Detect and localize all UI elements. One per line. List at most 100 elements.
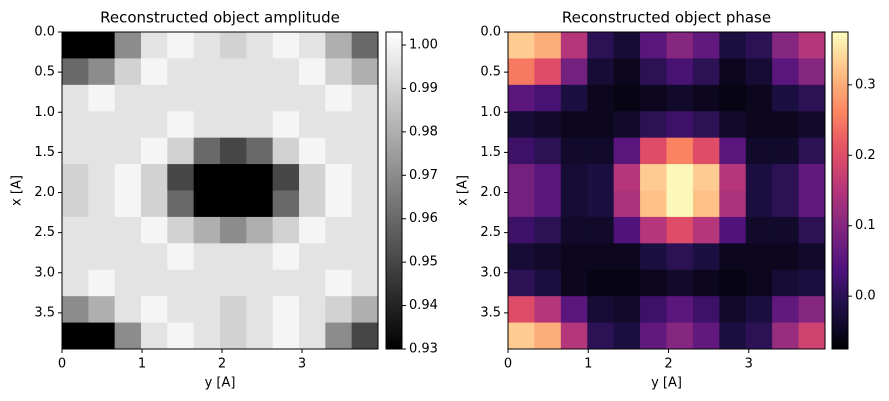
heatmap-cell: [141, 164, 168, 191]
y-tick-label: 3.0: [34, 265, 55, 280]
heatmap-cell: [772, 164, 800, 191]
heatmap-cell: [534, 190, 562, 218]
heatmap-cell: [587, 243, 615, 271]
heatmap-cell: [666, 32, 694, 59]
colorbar-tick-label: 0.0: [855, 289, 876, 304]
heatmap-cell: [772, 32, 800, 59]
x-tick-label: 1: [138, 357, 146, 372]
heatmap-cell: [88, 269, 116, 297]
heatmap-cell: [114, 269, 142, 297]
heatmap-cell: [772, 322, 800, 350]
y-tick-label: 1.5: [34, 145, 55, 160]
heatmap-cell: [745, 58, 773, 86]
heatmap-cell: [88, 216, 116, 244]
heatmap-cell: [141, 111, 168, 139]
heatmap-cell: [666, 58, 694, 86]
colorbar-tick-label: 0.3: [855, 77, 876, 92]
heatmap-cell: [299, 58, 326, 86]
heatmap-cell: [745, 84, 773, 112]
heatmap-cell: [114, 111, 142, 139]
heatmap-cell: [272, 137, 300, 165]
x-tick-label: 2: [664, 357, 672, 372]
colorbar-tick-label: 0.96: [409, 211, 438, 226]
heatmap-cell: [167, 137, 195, 165]
colorbar-tick-label: 0.94: [409, 298, 438, 313]
heatmap-cell: [508, 322, 535, 350]
heatmap-cell: [272, 58, 300, 86]
heatmap-cell: [640, 216, 667, 244]
heatmap-cell: [666, 111, 694, 139]
heatmap-cell: [534, 216, 562, 244]
colorbar-tick-label: 0.1: [855, 218, 876, 233]
heatmap-cell: [692, 269, 720, 297]
heatmap-cell: [534, 164, 562, 191]
heatmap-cell: [613, 58, 641, 86]
heatmap-cell: [692, 322, 720, 350]
heatmap-cell: [88, 84, 116, 112]
heatmap-cell: [193, 84, 221, 112]
heatmap-cell: [587, 322, 615, 350]
heatmap-cell: [534, 32, 562, 59]
heatmap-cell: [246, 322, 274, 350]
heatmap-cell: [613, 84, 641, 112]
heatmap-cell: [62, 296, 89, 324]
heatmap-cell: [114, 137, 142, 165]
heatmap-cell: [692, 190, 720, 218]
heatmap-cell: [246, 164, 274, 191]
colorbar: [385, 31, 403, 350]
heatmap-cell: [534, 84, 562, 112]
heatmap-cell: [640, 190, 667, 218]
heatmap-cell: [272, 190, 300, 218]
heatmap-cell: [167, 164, 195, 191]
heatmap-cell: [193, 269, 221, 297]
colorbar-tick-label: 1.00: [409, 38, 438, 53]
heatmap-cell: [640, 269, 667, 297]
heatmap-cell: [666, 190, 694, 218]
heatmap-cell: [745, 269, 773, 297]
heatmap-cell: [613, 269, 641, 297]
heatmap-cell: [719, 190, 747, 218]
heatmap-cell: [640, 84, 667, 112]
heatmap-cell: [351, 111, 379, 139]
heatmap-cell: [141, 190, 168, 218]
heatmap-cell: [692, 296, 720, 324]
heatmap-cell: [692, 216, 720, 244]
heatmap-cell: [272, 243, 300, 271]
heatmap-cell: [798, 269, 826, 297]
heatmap-cell: [114, 32, 142, 59]
heatmap-cell: [351, 216, 379, 244]
heatmap-cell: [62, 137, 89, 165]
heatmap-cell: [692, 137, 720, 165]
heatmap-cell: [88, 137, 116, 165]
heatmap-cell: [220, 164, 247, 191]
heatmap-cell: [613, 32, 641, 59]
chart-title: Reconstructed object phase: [562, 9, 771, 27]
y-tick-label: 1.5: [480, 145, 501, 160]
heatmap-cell: [141, 269, 168, 297]
heatmap-cell: [587, 296, 615, 324]
y-tick-label: 2.0: [480, 185, 501, 200]
heatmap-cell: [141, 137, 168, 165]
heatmap-cell: [62, 111, 89, 139]
heatmap-cell: [719, 243, 747, 271]
y-tick-label: 0.5: [480, 65, 501, 80]
heatmap-cell: [299, 111, 326, 139]
heatmap-cell: [719, 111, 747, 139]
heatmap-cell: [534, 322, 562, 350]
heatmap-cell: [508, 111, 535, 139]
x-axis-label: y [A]: [205, 376, 236, 391]
heatmap-cell: [220, 137, 247, 165]
heatmap-cell: [141, 216, 168, 244]
heatmap-cell: [745, 216, 773, 244]
heatmap-cell: [692, 111, 720, 139]
heatmap-cell: [299, 32, 326, 59]
heatmap-cell: [88, 58, 116, 86]
y-tick-label: 2.5: [480, 225, 501, 240]
heatmap-cell: [246, 111, 274, 139]
heatmap-cell: [640, 32, 667, 59]
heatmap-cell: [299, 164, 326, 191]
heatmap-cell: [640, 243, 667, 271]
heatmap-cell: [587, 32, 615, 59]
heatmap-cell: [560, 164, 588, 191]
